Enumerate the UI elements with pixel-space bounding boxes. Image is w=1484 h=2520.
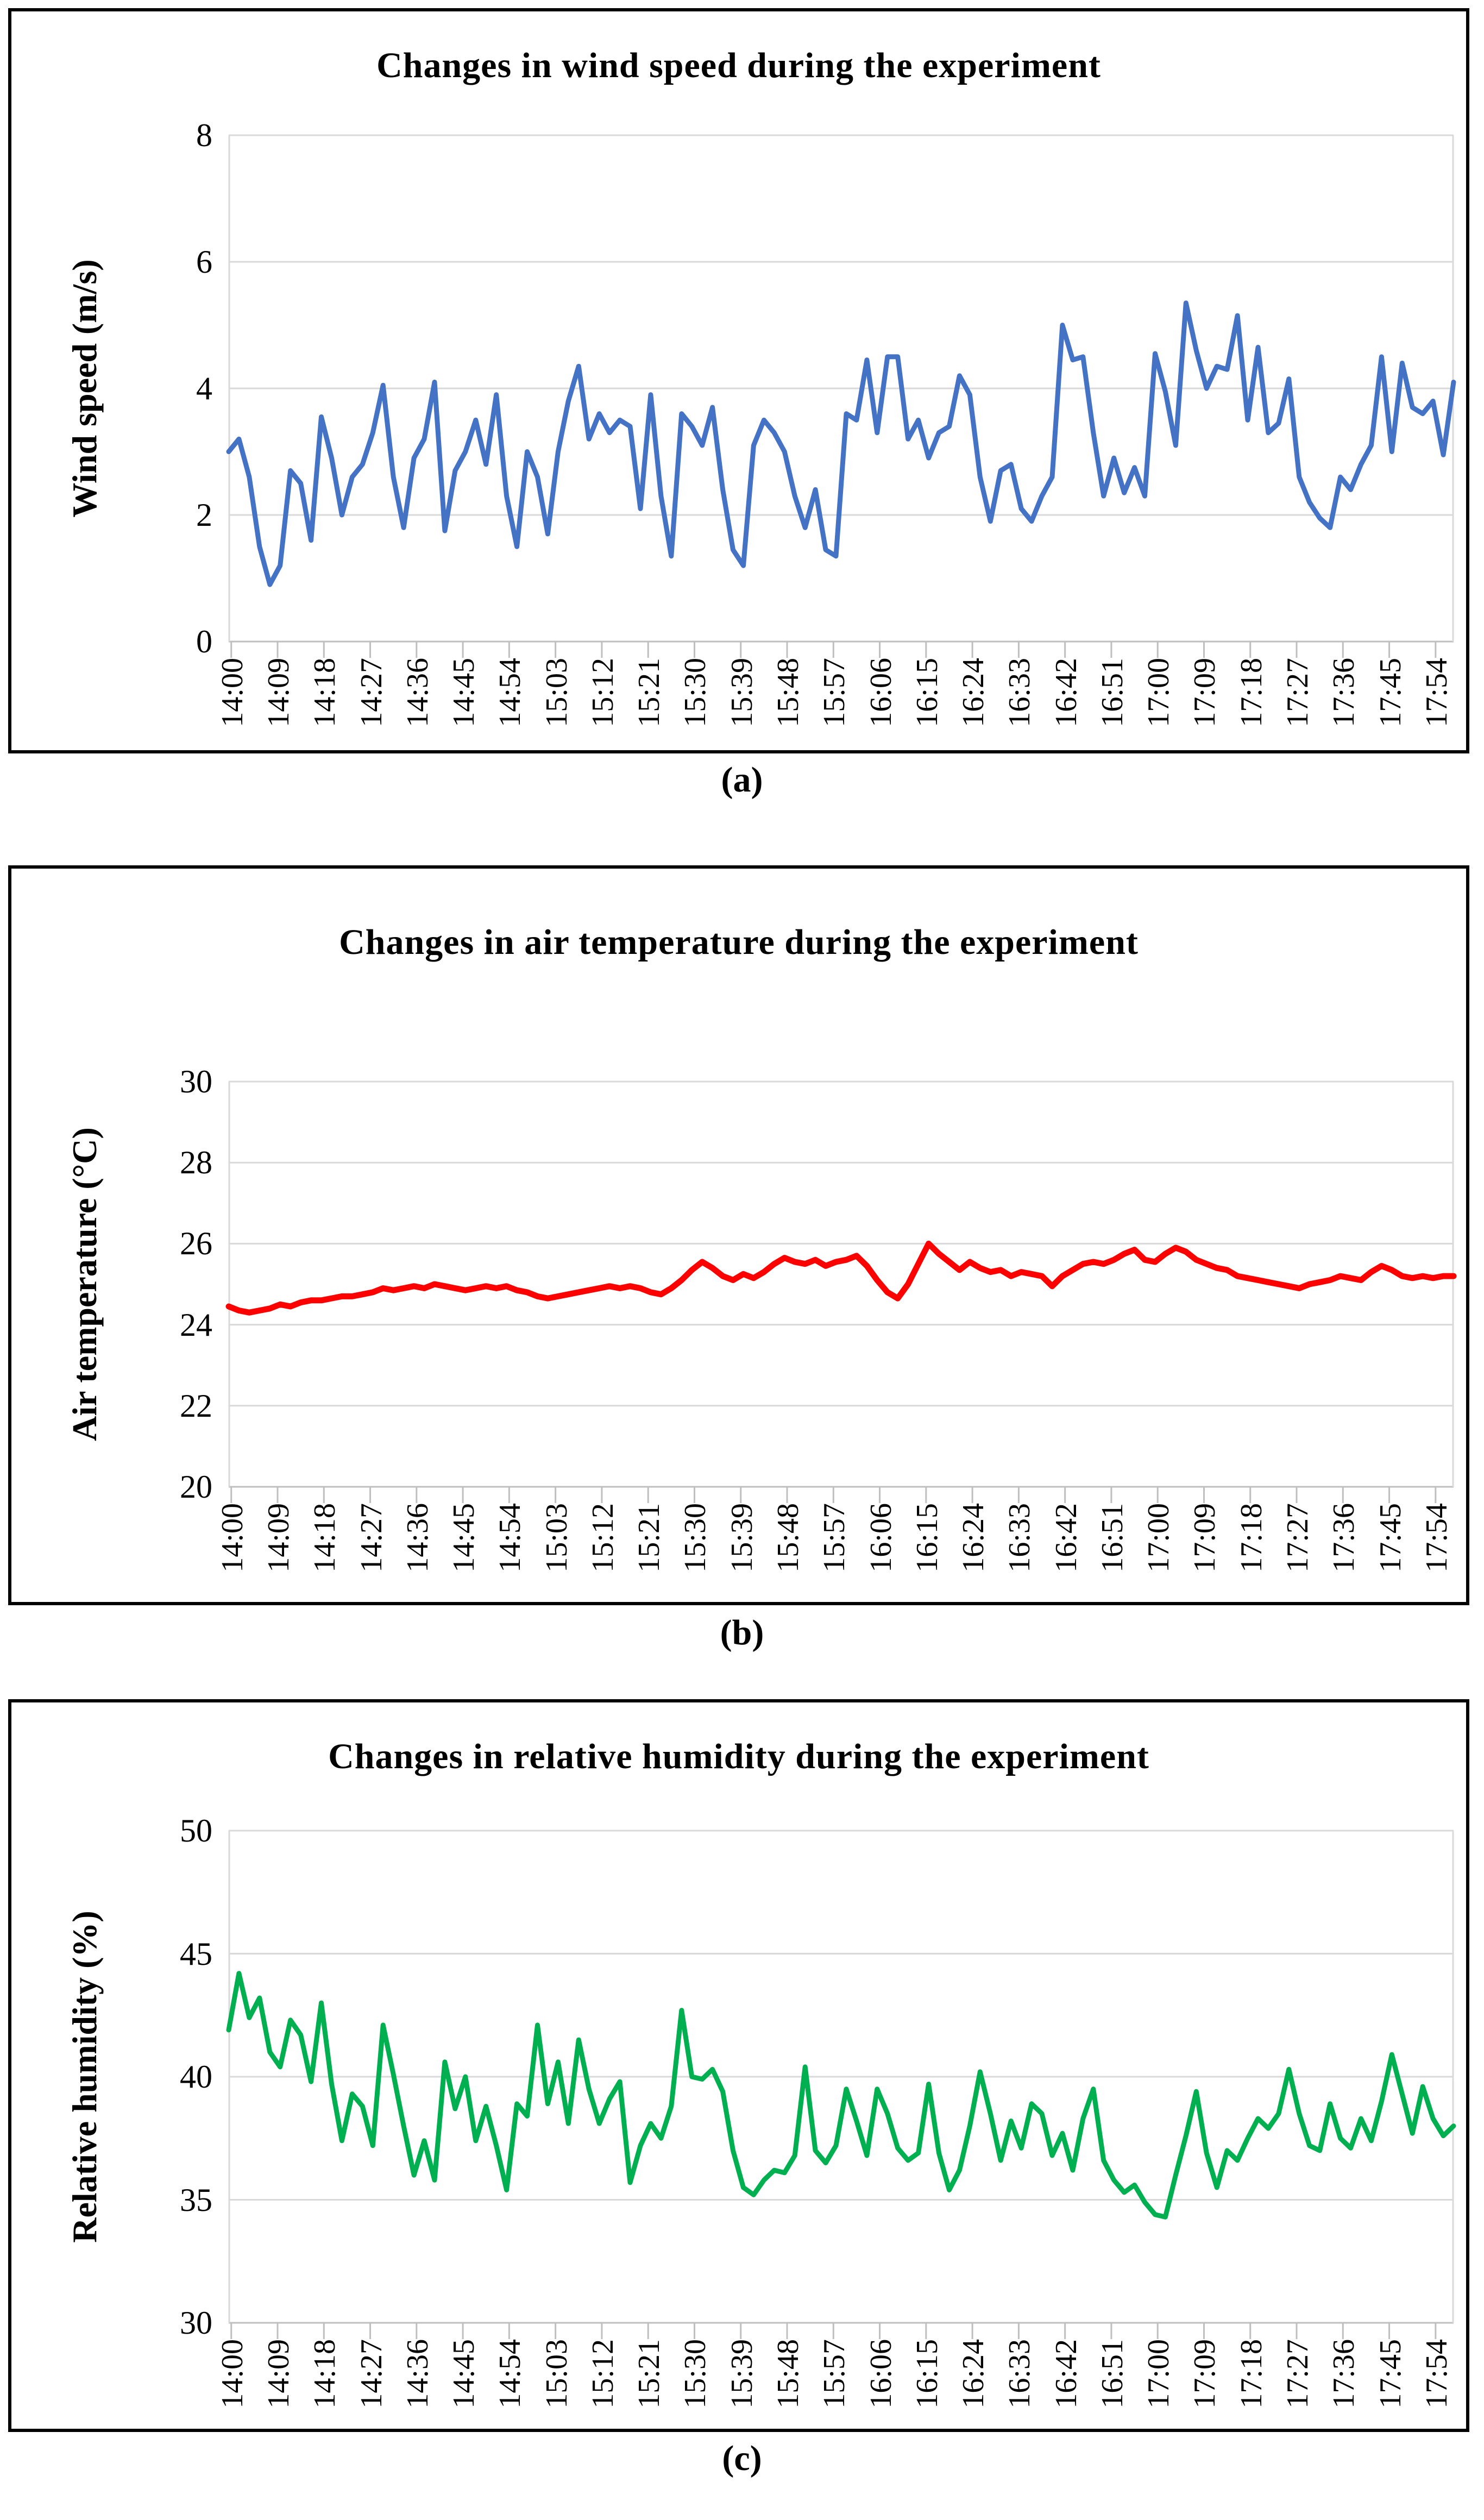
y-tick-label: 50 bbox=[180, 1813, 212, 1849]
air-temperature-chart-panel: Changes in air temperature during the ex… bbox=[8, 865, 1469, 1605]
y-axis-title: Wind speed (m/s) bbox=[65, 259, 104, 518]
wind-speed-chart-panel: Changes in wind speed during the experim… bbox=[8, 8, 1469, 753]
x-tick-label: 14:09 bbox=[262, 1503, 295, 1573]
y-tick-label: 35 bbox=[180, 2182, 212, 2218]
y-axis-title: Relative humidity (%) bbox=[65, 1911, 104, 2243]
x-tick-label: 16:51 bbox=[1095, 1503, 1129, 1573]
y-tick-label: 30 bbox=[180, 1064, 212, 1099]
x-tick-label: 16:42 bbox=[1049, 1503, 1083, 1573]
x-tick-label: 16:06 bbox=[864, 1503, 898, 1573]
y-tick-label: 8 bbox=[196, 117, 212, 153]
x-tick-label: 14:36 bbox=[400, 1503, 435, 1573]
x-tick-label: 15:12 bbox=[586, 1503, 620, 1573]
data-series-line bbox=[225, 1240, 1457, 1316]
chart-title: Changes in air temperature during the ex… bbox=[339, 922, 1139, 962]
x-tick-label: 17:36 bbox=[1327, 1503, 1361, 1573]
data-series-line bbox=[226, 1971, 1456, 2220]
x-tick-label: 14:45 bbox=[447, 1503, 481, 1573]
panel-caption-c: (c) bbox=[722, 2439, 762, 2478]
x-tick-label: 14:27 bbox=[354, 1503, 388, 1573]
relative-humidity-line-plot bbox=[226, 1830, 1456, 2339]
x-tick-label: 16:15 bbox=[910, 1503, 944, 1573]
panel-caption-a: (a) bbox=[721, 760, 763, 800]
x-tick-label: 15:30 bbox=[678, 1503, 713, 1573]
x-tick-label: 17:18 bbox=[1234, 1503, 1268, 1573]
y-tick-label: 28 bbox=[180, 1145, 212, 1181]
y-tick-label: 30 bbox=[180, 2305, 212, 2341]
y-tick-label: 20 bbox=[180, 1469, 212, 1505]
y-tick-label: 40 bbox=[180, 2059, 212, 2095]
y-tick-label: 2 bbox=[196, 497, 212, 533]
y-tick-label: 26 bbox=[180, 1226, 212, 1262]
x-tick-label: 14:18 bbox=[308, 1503, 342, 1573]
chart-title: Changes in wind speed during the experim… bbox=[376, 46, 1101, 85]
y-tick-label: 24 bbox=[180, 1306, 212, 1343]
x-tick-label: 17:45 bbox=[1373, 1503, 1407, 1573]
wind-speed-line-plot bbox=[226, 134, 1456, 658]
relative-humidity-chart-panel: Changes in relative humidity during the … bbox=[8, 1699, 1469, 2432]
x-tick-label: 17:09 bbox=[1188, 1503, 1222, 1573]
x-tick-label: 15:48 bbox=[771, 1503, 805, 1573]
y-tick-label: 4 bbox=[196, 370, 212, 406]
x-tick-label: 15:57 bbox=[818, 1503, 852, 1573]
x-tick-label: 17:27 bbox=[1281, 1503, 1315, 1573]
chart-title: Changes in relative humidity during the … bbox=[328, 1737, 1149, 1776]
y-tick-label: 0 bbox=[196, 624, 212, 659]
x-tick-label: 15:03 bbox=[539, 1503, 574, 1573]
y-tick-label: 45 bbox=[180, 1935, 212, 1972]
x-tick-label: 16:33 bbox=[1003, 1503, 1037, 1573]
y-tick-label: 6 bbox=[196, 244, 212, 280]
x-tick-label: 15:39 bbox=[725, 1503, 759, 1573]
data-series-line bbox=[226, 300, 1456, 587]
x-tick-label: 17:54 bbox=[1419, 1503, 1454, 1573]
x-tick-label: 15:21 bbox=[632, 1503, 666, 1573]
x-tick-label: 17:00 bbox=[1142, 1503, 1176, 1573]
panel-caption-b: (b) bbox=[720, 1613, 764, 1652]
y-tick-label: 22 bbox=[180, 1387, 212, 1424]
x-tick-label: 14:00 bbox=[215, 1503, 249, 1573]
air-temperature-line-plot bbox=[225, 1080, 1457, 1503]
x-tick-label: 16:24 bbox=[957, 1503, 991, 1573]
x-tick-label: 14:54 bbox=[493, 1503, 527, 1573]
y-axis-title: Air temperature (°C) bbox=[65, 1127, 104, 1441]
